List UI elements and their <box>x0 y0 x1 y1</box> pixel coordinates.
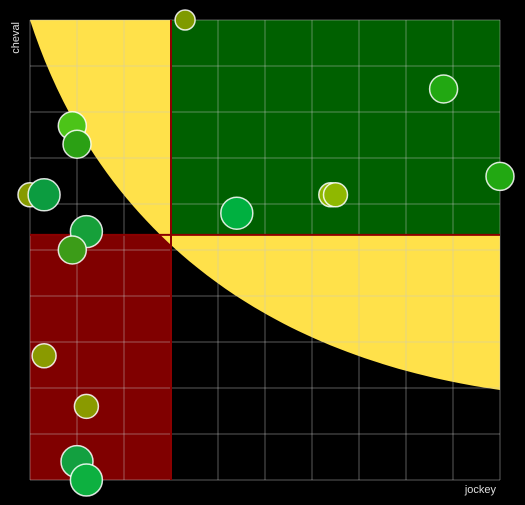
bubble <box>69 463 104 497</box>
bubble <box>31 343 57 369</box>
bubble <box>174 9 196 31</box>
bubble <box>27 178 61 212</box>
bubble <box>322 182 349 208</box>
bubble <box>73 393 100 420</box>
bubble <box>220 196 254 230</box>
over-layer <box>17 9 515 497</box>
y-axis-label: cheval <box>10 22 22 54</box>
bubble <box>428 74 459 104</box>
bubble <box>485 161 515 192</box>
bubble <box>57 235 88 265</box>
x-axis-label: jockey <box>464 484 497 496</box>
bubble <box>62 129 92 159</box>
